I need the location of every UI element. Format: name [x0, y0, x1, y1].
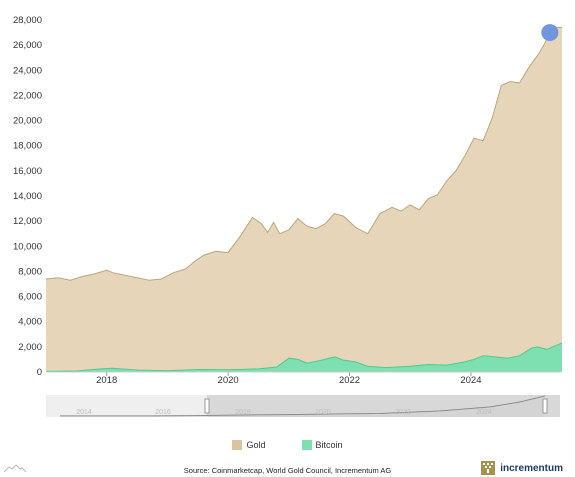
navigator[interactable]: 2014 2016 2018 2020 2022 2024 — [46, 395, 560, 417]
line-bitcoin — [45, 342, 563, 372]
navigator-area — [60, 396, 545, 417]
legend-item-bitcoin[interactable]: Bitcoin — [301, 440, 343, 450]
y-tick-label: 20,000 — [13, 116, 42, 127]
mountain-watermark-icon — [4, 464, 26, 473]
y-tick-label: 4,000 — [18, 317, 42, 328]
plot-area — [45, 24, 563, 373]
navigator-tick-label: 2022 — [395, 409, 411, 416]
legend-item-gold[interactable]: Gold — [232, 440, 266, 450]
navigator-tick-label: 2024 — [476, 409, 492, 416]
y-tick-label: 14,000 — [13, 191, 42, 202]
x-tick-label: 2024 — [460, 375, 481, 386]
y-tick-label: 26,000 — [13, 40, 42, 51]
y-axis: 0 2,000 4,000 6,000 8,000 10,000 12,000 14,000 1… — [13, 15, 42, 378]
highlight-dot — [541, 24, 559, 42]
legend-swatch-gold — [232, 440, 243, 450]
navigator-tick-label: 2018 — [235, 409, 251, 416]
y-tick-label: 8,000 — [18, 266, 42, 277]
navigator-handle-left — [204, 398, 210, 414]
y-tick-label: 12,000 — [13, 216, 42, 227]
y-tick-label: 16,000 — [13, 166, 42, 177]
legend: Gold Bitcoin — [0, 440, 575, 450]
source-note: Source: Coinmarketcap, World Gold Counci… — [183, 466, 392, 475]
y-tick-label: 2,000 — [18, 342, 42, 353]
brand: incrementum — [481, 461, 563, 475]
incrementum-logo-icon — [481, 461, 496, 475]
y-tick-label: 28,000 — [13, 15, 42, 26]
legend-swatch-bitcoin — [301, 440, 312, 450]
navigator-tick-label: 2016 — [155, 409, 171, 416]
x-tick-label: 2020 — [218, 375, 239, 386]
y-tick-label: 0 — [37, 367, 42, 378]
x-tick-label: 2018 — [96, 375, 117, 386]
legend-label-bitcoin: Bitcoin — [315, 440, 343, 450]
x-axis: 2018 2020 2022 2024 — [96, 372, 482, 386]
navigator-handle-right — [542, 398, 548, 414]
line-gold — [45, 27, 562, 281]
legend-label-gold: Gold — [246, 440, 266, 450]
y-tick-label: 24,000 — [13, 65, 42, 76]
y-tick-label: 10,000 — [13, 241, 42, 252]
y-tick-label: 6,000 — [18, 292, 42, 303]
area-gold — [46, 27, 562, 372]
navigator-tick-label: 2020 — [315, 409, 331, 416]
x-tick-label: 2022 — [339, 375, 360, 386]
y-tick-label: 18,000 — [13, 141, 42, 152]
y-tick-label: 22,000 — [13, 90, 42, 101]
navigator-tick-label: 2014 — [76, 409, 92, 416]
brand-name: incrementum — [500, 462, 563, 474]
